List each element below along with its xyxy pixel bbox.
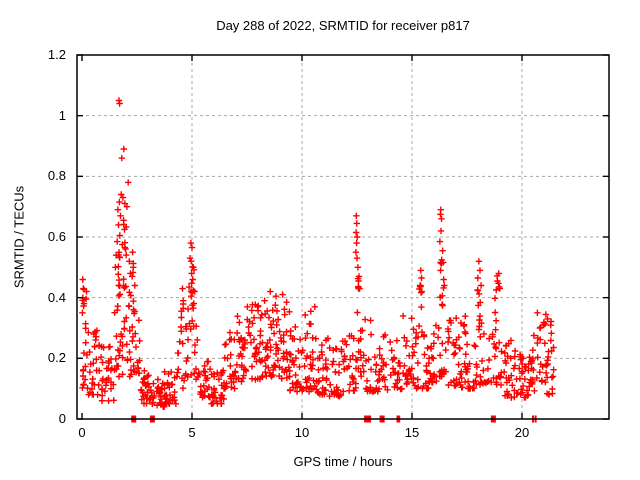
x-tick-label: 15: [404, 425, 420, 440]
x-tick-label: 10: [294, 425, 310, 440]
chart-title: Day 288 of 2022, SRMTID for receiver p81…: [216, 18, 470, 33]
x-tick-label: 20: [514, 425, 530, 440]
y-tick-label: 0.4: [47, 289, 66, 305]
y-tick-label: 0.8: [47, 168, 66, 184]
y-tick-label: 0.6: [47, 229, 66, 244]
y-tick-label: 1.2: [47, 47, 66, 62]
x-axis-label: GPS time / hours: [293, 454, 393, 469]
y-tick-label: 1: [58, 107, 66, 123]
y-tick-label: 0: [58, 411, 66, 426]
scatter-points: [79, 97, 557, 410]
x-tick-label: 5: [188, 425, 196, 440]
x-tick-label: 0: [78, 425, 86, 440]
y-tick-label: 0.2: [47, 350, 66, 366]
